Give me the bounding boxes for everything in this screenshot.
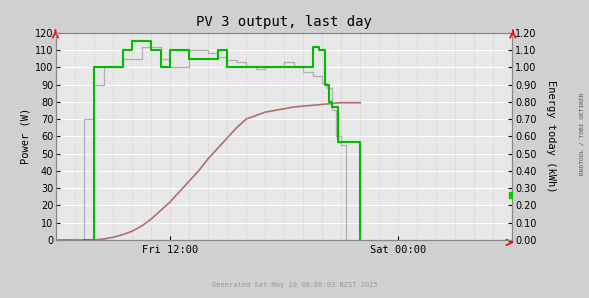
Text: RRDTOOL / TOBI OETIKER: RRDTOOL / TOBI OETIKER (580, 93, 585, 175)
Y-axis label: Energy today (kWh): Energy today (kWh) (546, 80, 556, 193)
Y-axis label: Power (W): Power (W) (21, 108, 31, 164)
Text: Generated Sat May 10 08:00:03 NZST 2025: Generated Sat May 10 08:00:03 NZST 2025 (211, 282, 378, 288)
Title: PV 3 output, last day: PV 3 output, last day (196, 15, 372, 29)
